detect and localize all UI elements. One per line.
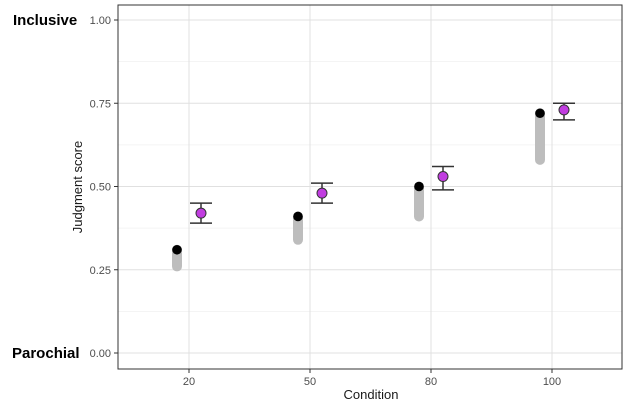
x-tick-label: 100 — [543, 376, 561, 388]
black-point — [293, 211, 303, 222]
black-point — [535, 108, 545, 119]
y-tick-label: 0.00 — [90, 348, 111, 360]
y-tick-label: 0.25 — [90, 265, 111, 277]
x-axis-ticks: 20 50 80 100 — [183, 369, 561, 388]
side-label-top: Inclusive — [13, 12, 77, 29]
y-tick-label: 0.75 — [90, 98, 111, 110]
x-tick-label: 20 — [183, 376, 195, 388]
purple-point — [558, 104, 570, 116]
y-axis-ticks: 0.00 0.25 0.50 0.75 1.00 — [90, 15, 118, 360]
purple-point — [437, 171, 449, 183]
black-point — [414, 181, 424, 192]
x-tick-label: 80 — [425, 376, 437, 388]
y-axis-title: Judgment score — [70, 141, 85, 234]
x-tick-label: 50 — [304, 376, 316, 388]
grid — [118, 5, 622, 369]
data-marks — [172, 102, 575, 272]
purple-point — [195, 207, 207, 219]
y-tick-label: 0.50 — [90, 182, 111, 194]
black-point — [172, 244, 182, 255]
x-axis-title: Condition — [344, 387, 399, 402]
side-label-bottom: Parochial — [12, 345, 80, 362]
y-tick-label: 1.00 — [90, 15, 111, 27]
purple-point — [316, 187, 328, 199]
